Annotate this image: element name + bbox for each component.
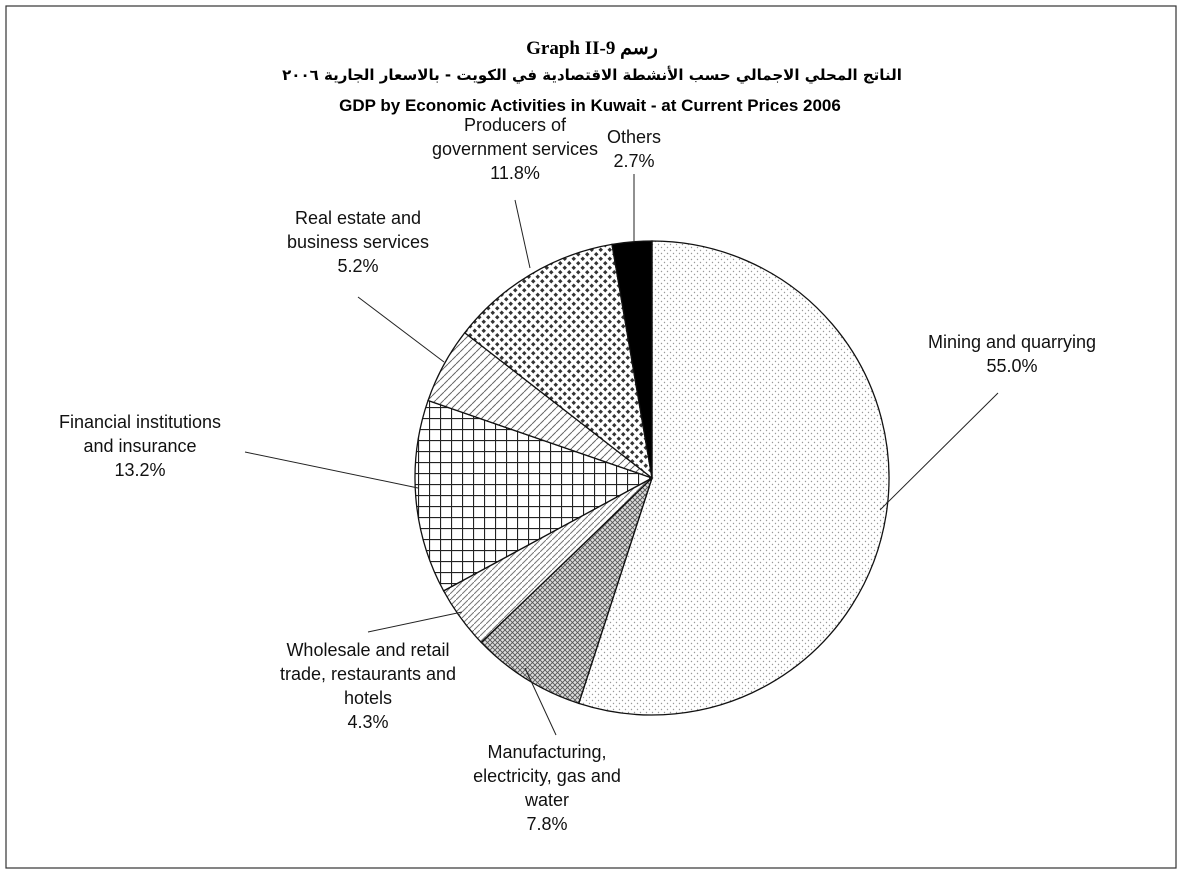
value-label: 7.8% [526, 814, 568, 834]
category-label: Mining and quarrying [927, 332, 1097, 352]
leader-lines [244, 174, 999, 736]
leader-line [879, 392, 999, 511]
leader-line [514, 199, 531, 269]
leader-line [244, 451, 419, 489]
chart-title: Graph II-9 رسم [526, 38, 658, 59]
pie-slice [577, 240, 890, 716]
pie-slice [480, 477, 653, 705]
value-label: 13.2% [114, 460, 166, 480]
leader-line [524, 667, 557, 736]
category-label: Others [606, 127, 662, 147]
category-label: Financial institutions and insurance [58, 412, 222, 456]
pie-slice [611, 240, 653, 479]
value-label: 2.7% [613, 151, 655, 171]
pie-slice [463, 243, 653, 480]
leader-line [367, 611, 463, 633]
chart-subtitle: الناتج المحلي الاجمالي حسب الأنشطة الاقت… [282, 66, 902, 84]
slice-label: Producers of government services 11.8% [432, 113, 598, 185]
chart-subtitle-en: GDP by Economic Activities in Kuwait - a… [339, 96, 841, 115]
value-label: 4.3% [347, 712, 389, 732]
value-label: 11.8% [490, 163, 540, 183]
category-label: Wholesale and retail trade, restaurants … [279, 640, 457, 708]
slice-label: Manufacturing, electricity, gas and wate… [473, 740, 621, 836]
value-label: 55.0% [986, 356, 1038, 376]
slice-label: Financial institutions and insurance 13.2… [59, 410, 221, 482]
pie [414, 240, 890, 716]
slice-label: Mining and quarrying 55.0% [928, 330, 1096, 378]
slice-label: Real estate and business services 5.2% [287, 206, 429, 278]
leader-line [357, 296, 445, 363]
pie-slice [414, 399, 654, 592]
category-label: Real estate and business services [286, 208, 430, 252]
slice-label: Wholesale and retail trade, restaurants … [280, 638, 456, 734]
slice-label: Others 2.7% [607, 125, 661, 173]
category-label: Manufacturing, electricity, gas and wate… [473, 742, 621, 810]
category-label: Producers of government services [431, 115, 599, 159]
value-label: 5.2% [337, 256, 379, 276]
